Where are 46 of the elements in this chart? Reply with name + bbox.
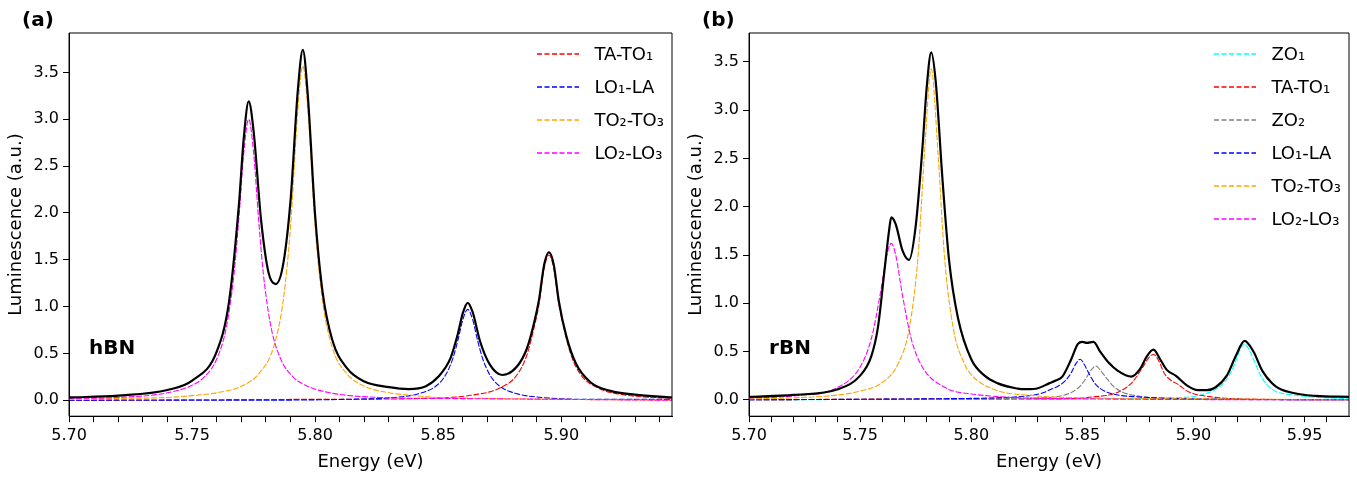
y-tick-label: 0.0	[33, 389, 60, 409]
y-tick-label: 3.5	[713, 51, 740, 71]
y-tick-label: 1.0	[713, 292, 740, 312]
legend-label: TA-TO₁	[594, 43, 654, 64]
legend-label: TA-TO₁	[1271, 76, 1331, 97]
x-tick-label: 5.90	[543, 424, 580, 444]
y-tick-label: 3.0	[713, 99, 740, 119]
x-tick-label: 5.75	[842, 424, 878, 444]
legend-label: TO₂-TO₃	[1271, 175, 1341, 196]
legend-label: LO₁-LA	[594, 76, 655, 97]
y-tick-label: 0.0	[713, 388, 740, 408]
legend-label: ZO₁	[1271, 43, 1306, 64]
y-axis-title: Luminescence (a.u.)	[684, 133, 706, 316]
y-tick-label: 0.5	[33, 342, 60, 362]
legend-label: TO₂-TO₃	[594, 109, 664, 130]
y-tick-label: 3.0	[33, 108, 60, 128]
y-tick-label: 1.0	[33, 295, 60, 315]
y-tick-label: 2.0	[33, 202, 60, 222]
x-tick-label: 5.80	[297, 424, 333, 444]
x-tick-label: 5.85	[1064, 424, 1101, 444]
x-axis-title: Energy (eV)	[317, 449, 424, 471]
line-series	[69, 308, 672, 401]
y-tick-label: 2.5	[33, 155, 60, 175]
chart-title: (a)	[22, 7, 54, 31]
annotation: rBN	[769, 335, 811, 360]
x-axis-title: Energy (eV)	[995, 449, 1103, 471]
x-tick-label: 5.95	[1286, 424, 1323, 444]
y-tick-label: 1.5	[33, 248, 60, 268]
y-tick-label: 3.5	[33, 61, 60, 81]
legend-label: LO₁-LA	[1271, 142, 1332, 163]
annotation: hBN	[89, 335, 136, 360]
x-tick-label: 5.90	[1175, 424, 1212, 444]
x-tick-label: 5.80	[953, 424, 990, 444]
legend-label: LO₂-LO₃	[594, 142, 663, 163]
legend-label: ZO₂	[1271, 109, 1306, 130]
y-tick-label: 0.5	[713, 340, 740, 360]
x-tick-label: 5.70	[731, 424, 767, 444]
x-tick-label: 5.85	[420, 424, 457, 444]
y-axis-title: Luminescence (a.u.)	[4, 133, 26, 316]
chart-title: (b)	[702, 7, 735, 31]
y-tick-label: 2.0	[713, 195, 740, 215]
legend-label: LO₂-LO₃	[1271, 208, 1340, 229]
y-tick-label: 1.5	[713, 244, 740, 264]
x-tick-label: 5.75	[174, 424, 210, 444]
x-tick-label: 5.70	[51, 424, 87, 444]
y-tick-label: 2.5	[713, 147, 740, 167]
